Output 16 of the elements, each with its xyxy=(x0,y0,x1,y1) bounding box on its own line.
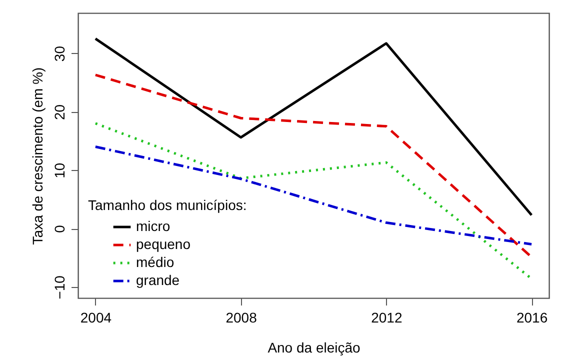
legend-label: pequeno xyxy=(136,236,191,252)
x-tick-label: 2016 xyxy=(516,310,548,326)
y-tick-label: −10 xyxy=(52,275,68,300)
y-tick-label: 0 xyxy=(52,224,68,233)
legend-label: grande xyxy=(136,272,180,288)
legend-title: Tamanho dos municípios: xyxy=(88,197,247,213)
y-axis-title: Taxa de crescimento (em %) xyxy=(30,67,46,245)
y-tick-label: 30 xyxy=(52,46,68,62)
y-tick-label: 10 xyxy=(52,162,68,178)
legend-label: médio xyxy=(136,254,174,270)
x-axis-title: Ano da eleição xyxy=(268,340,361,356)
x-tick-label: 2004 xyxy=(80,310,112,326)
x-tick-label: 2012 xyxy=(371,310,402,326)
x-tick-label: 2008 xyxy=(226,310,258,326)
legend-label: micro xyxy=(136,218,170,234)
y-tick-label: 20 xyxy=(52,104,68,120)
